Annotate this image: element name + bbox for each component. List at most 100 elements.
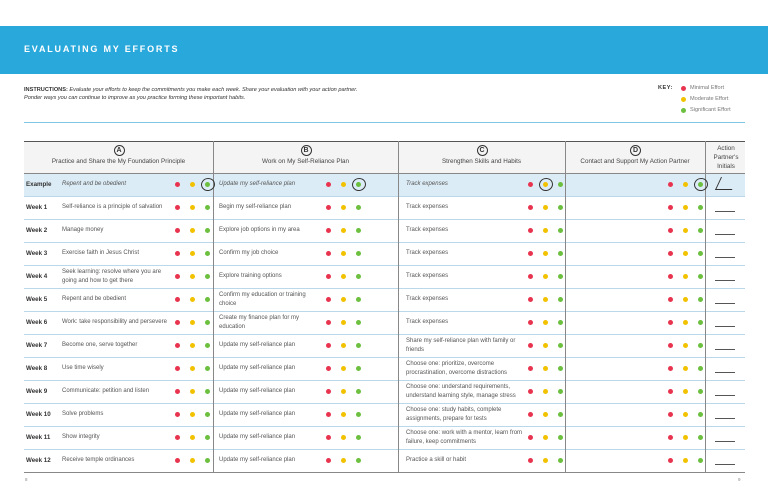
- rating-dot: [326, 343, 331, 348]
- rating-dot: [683, 389, 688, 394]
- rating-dot: [341, 297, 346, 302]
- cell-text: Work: take responsibility and persevere: [62, 319, 167, 325]
- rating-dot: [558, 389, 563, 394]
- rating-dot: [175, 251, 180, 256]
- row-label: Week 10: [26, 411, 51, 418]
- rating-dot: [356, 366, 361, 371]
- initials-line: [715, 234, 735, 235]
- rating-dot: [698, 297, 703, 302]
- cell-text: Become one, serve together: [62, 342, 138, 348]
- rating-dot: [543, 297, 548, 302]
- rating-dot: [543, 274, 548, 279]
- rating-dot: [190, 251, 195, 256]
- initials-line: [715, 257, 735, 258]
- key-dot: [681, 108, 686, 113]
- rating-dot: [190, 320, 195, 325]
- row-label: Week 12: [26, 457, 51, 464]
- cell-text: Choose one: understand requirements, und…: [406, 383, 516, 399]
- rating-dot: [190, 366, 195, 371]
- rating-dot: [341, 228, 346, 233]
- cell-text: Solve problems: [62, 411, 104, 417]
- rating-dot: [668, 320, 673, 325]
- cell-text: Update my self-reliance plan: [219, 342, 296, 348]
- rating-dot: [326, 274, 331, 279]
- rating-dot: [190, 297, 195, 302]
- rating-dot: [205, 251, 210, 256]
- rating-dot: [683, 435, 688, 440]
- rating-dot: [683, 274, 688, 279]
- rating-dot: [205, 182, 210, 187]
- row-label: Week 9: [26, 388, 48, 395]
- cell-text: Choose one: work with a mentor, learn fr…: [406, 429, 523, 445]
- row-line: [24, 219, 745, 220]
- rating-dot: [356, 343, 361, 348]
- cell-text: Update my self-reliance plan: [219, 457, 296, 463]
- rating-dot: [205, 435, 210, 440]
- row-label: Week 4: [26, 273, 48, 280]
- rating-dot: [205, 343, 210, 348]
- rating-dot: [683, 205, 688, 210]
- row-line: [24, 357, 745, 358]
- cell-text: Confirm my education or training choice: [219, 291, 306, 307]
- cell-text: Self-reliance is a principle of salvatio…: [62, 204, 163, 210]
- initials-line: [715, 211, 735, 212]
- rating-dot: [190, 182, 195, 187]
- row-label: Week 1: [26, 204, 48, 211]
- rating-dot: [698, 366, 703, 371]
- cell-text: Update my self-reliance plan: [219, 365, 296, 371]
- key-item: Minimal Effort: [690, 85, 725, 91]
- cell-text: Track expenses: [406, 296, 449, 302]
- row-line: [24, 403, 745, 404]
- cell-text: Seek learning: resolve where you are goi…: [62, 268, 162, 284]
- rating-dot: [698, 320, 703, 325]
- rating-dot: [356, 205, 361, 210]
- cell-text: Track expenses: [406, 227, 449, 233]
- initials-line: [715, 326, 735, 327]
- rating-dot: [326, 412, 331, 417]
- column-title: Strengthen Skills and Habits: [441, 158, 522, 165]
- rating-dot: [528, 274, 533, 279]
- rating-dot: [668, 412, 673, 417]
- cell-text: Update my self-reliance plan: [219, 181, 296, 187]
- rating-dot: [175, 274, 180, 279]
- cell-text: Repent and be obedient: [62, 296, 127, 302]
- page-number: 9: [738, 477, 741, 482]
- key-item: Moderate Effort: [690, 96, 729, 102]
- col-line: [565, 141, 566, 472]
- rating-dot: [698, 343, 703, 348]
- column-letter: D: [630, 145, 641, 156]
- rating-dot: [175, 320, 180, 325]
- rating-dot: [190, 205, 195, 210]
- rating-dot: [341, 389, 346, 394]
- rating-dot: [528, 435, 533, 440]
- rating-dot: [205, 320, 210, 325]
- rating-dot: [558, 435, 563, 440]
- column-title: Practice and Share the My Foundation Pri…: [51, 158, 186, 165]
- rating-dot: [326, 320, 331, 325]
- rating-dot: [356, 412, 361, 417]
- rating-dot: [558, 412, 563, 417]
- rating-dot: [528, 251, 533, 256]
- cell-text: Track expenses: [406, 181, 448, 187]
- page-number: 8: [25, 477, 28, 482]
- rating-dot: [205, 389, 210, 394]
- rating-dot: [683, 458, 688, 463]
- rating-dot: [356, 435, 361, 440]
- key-dot: [681, 97, 686, 102]
- rating-dot: [543, 366, 548, 371]
- instructions-label: INSTRUCTIONS:: [24, 87, 68, 93]
- rating-dot: [668, 182, 673, 187]
- row-line: [24, 472, 745, 473]
- rating-dot: [175, 343, 180, 348]
- rating-dot: [668, 205, 673, 210]
- rating-dot: [683, 228, 688, 233]
- rating-dot: [683, 182, 688, 187]
- rating-dot: [528, 228, 533, 233]
- cell-text: Begin my self-reliance plan: [219, 204, 292, 210]
- rating-dot: [698, 389, 703, 394]
- rating-dot: [326, 182, 331, 187]
- rating-dot: [356, 182, 361, 187]
- rating-dot: [356, 274, 361, 279]
- rating-dot: [326, 435, 331, 440]
